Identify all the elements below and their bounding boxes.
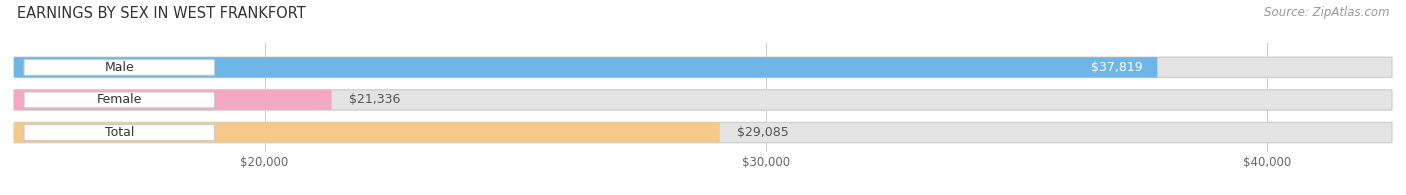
FancyBboxPatch shape [24,92,215,108]
Text: Male: Male [104,61,134,74]
FancyBboxPatch shape [24,59,215,75]
Text: $21,336: $21,336 [349,93,401,106]
Text: Total: Total [104,126,134,139]
Text: $29,085: $29,085 [737,126,789,139]
Text: EARNINGS BY SEX IN WEST FRANKFORT: EARNINGS BY SEX IN WEST FRANKFORT [17,6,305,21]
FancyBboxPatch shape [24,125,215,140]
Text: Female: Female [97,93,142,106]
FancyBboxPatch shape [14,90,1392,110]
FancyBboxPatch shape [14,90,332,110]
FancyBboxPatch shape [14,122,720,143]
FancyBboxPatch shape [14,57,1157,77]
FancyBboxPatch shape [14,57,1392,77]
FancyBboxPatch shape [14,122,1392,143]
Text: Source: ZipAtlas.com: Source: ZipAtlas.com [1264,6,1389,19]
Text: $37,819: $37,819 [1091,61,1142,74]
